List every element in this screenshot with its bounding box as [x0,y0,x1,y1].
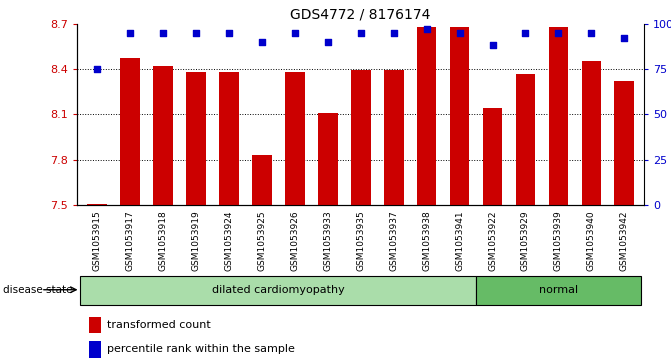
Text: transformed count: transformed count [107,320,211,330]
Text: GSM1053941: GSM1053941 [455,210,464,271]
FancyBboxPatch shape [81,276,476,305]
Text: GSM1053926: GSM1053926 [291,210,299,271]
Bar [89,317,101,333]
Bar [186,72,206,205]
Point [421,26,432,32]
Point [520,30,531,36]
Text: GSM1053935: GSM1053935 [356,210,365,271]
Point [553,30,564,36]
Point [158,30,168,36]
Text: normal: normal [539,285,578,295]
Point [487,42,498,48]
Bar [384,70,403,205]
Bar [482,108,503,205]
Text: GSM1053917: GSM1053917 [125,210,134,271]
Bar [318,113,338,205]
Point [256,39,267,45]
Text: disease state: disease state [3,285,73,295]
Text: percentile rank within the sample: percentile rank within the sample [107,344,295,354]
Title: GDS4772 / 8176174: GDS4772 / 8176174 [291,7,431,21]
Text: GSM1053922: GSM1053922 [488,210,497,271]
Point [223,30,234,36]
Text: dilated cardiomyopathy: dilated cardiomyopathy [212,285,345,295]
Bar [87,204,107,205]
Bar [351,70,370,205]
Bar [219,72,239,205]
Text: GSM1053939: GSM1053939 [554,210,563,271]
Point [322,39,333,45]
Point [91,66,102,72]
Text: GSM1053929: GSM1053929 [521,210,530,271]
Bar [89,341,101,358]
Point [389,30,399,36]
Bar [450,26,470,205]
Text: GSM1053924: GSM1053924 [224,210,234,271]
Bar [153,66,172,205]
Bar [549,26,568,205]
Text: GSM1053918: GSM1053918 [158,210,167,271]
Text: GSM1053919: GSM1053919 [191,210,201,271]
Point [289,30,300,36]
Bar [285,72,305,205]
Text: GSM1053940: GSM1053940 [587,210,596,271]
Text: GSM1053933: GSM1053933 [323,210,332,271]
Point [586,30,597,36]
Text: GSM1053915: GSM1053915 [93,210,101,271]
Text: GSM1053925: GSM1053925 [257,210,266,271]
Text: GSM1053942: GSM1053942 [620,210,629,271]
Text: GSM1053938: GSM1053938 [422,210,431,271]
Bar [252,155,272,205]
Point [356,30,366,36]
Point [191,30,201,36]
Point [454,30,465,36]
Bar [582,61,601,205]
Text: GSM1053937: GSM1053937 [389,210,398,271]
Bar [120,58,140,205]
FancyBboxPatch shape [476,276,641,305]
Point [619,35,630,41]
Bar [615,81,634,205]
Point [125,30,136,36]
Bar [515,74,535,205]
Bar [417,26,436,205]
